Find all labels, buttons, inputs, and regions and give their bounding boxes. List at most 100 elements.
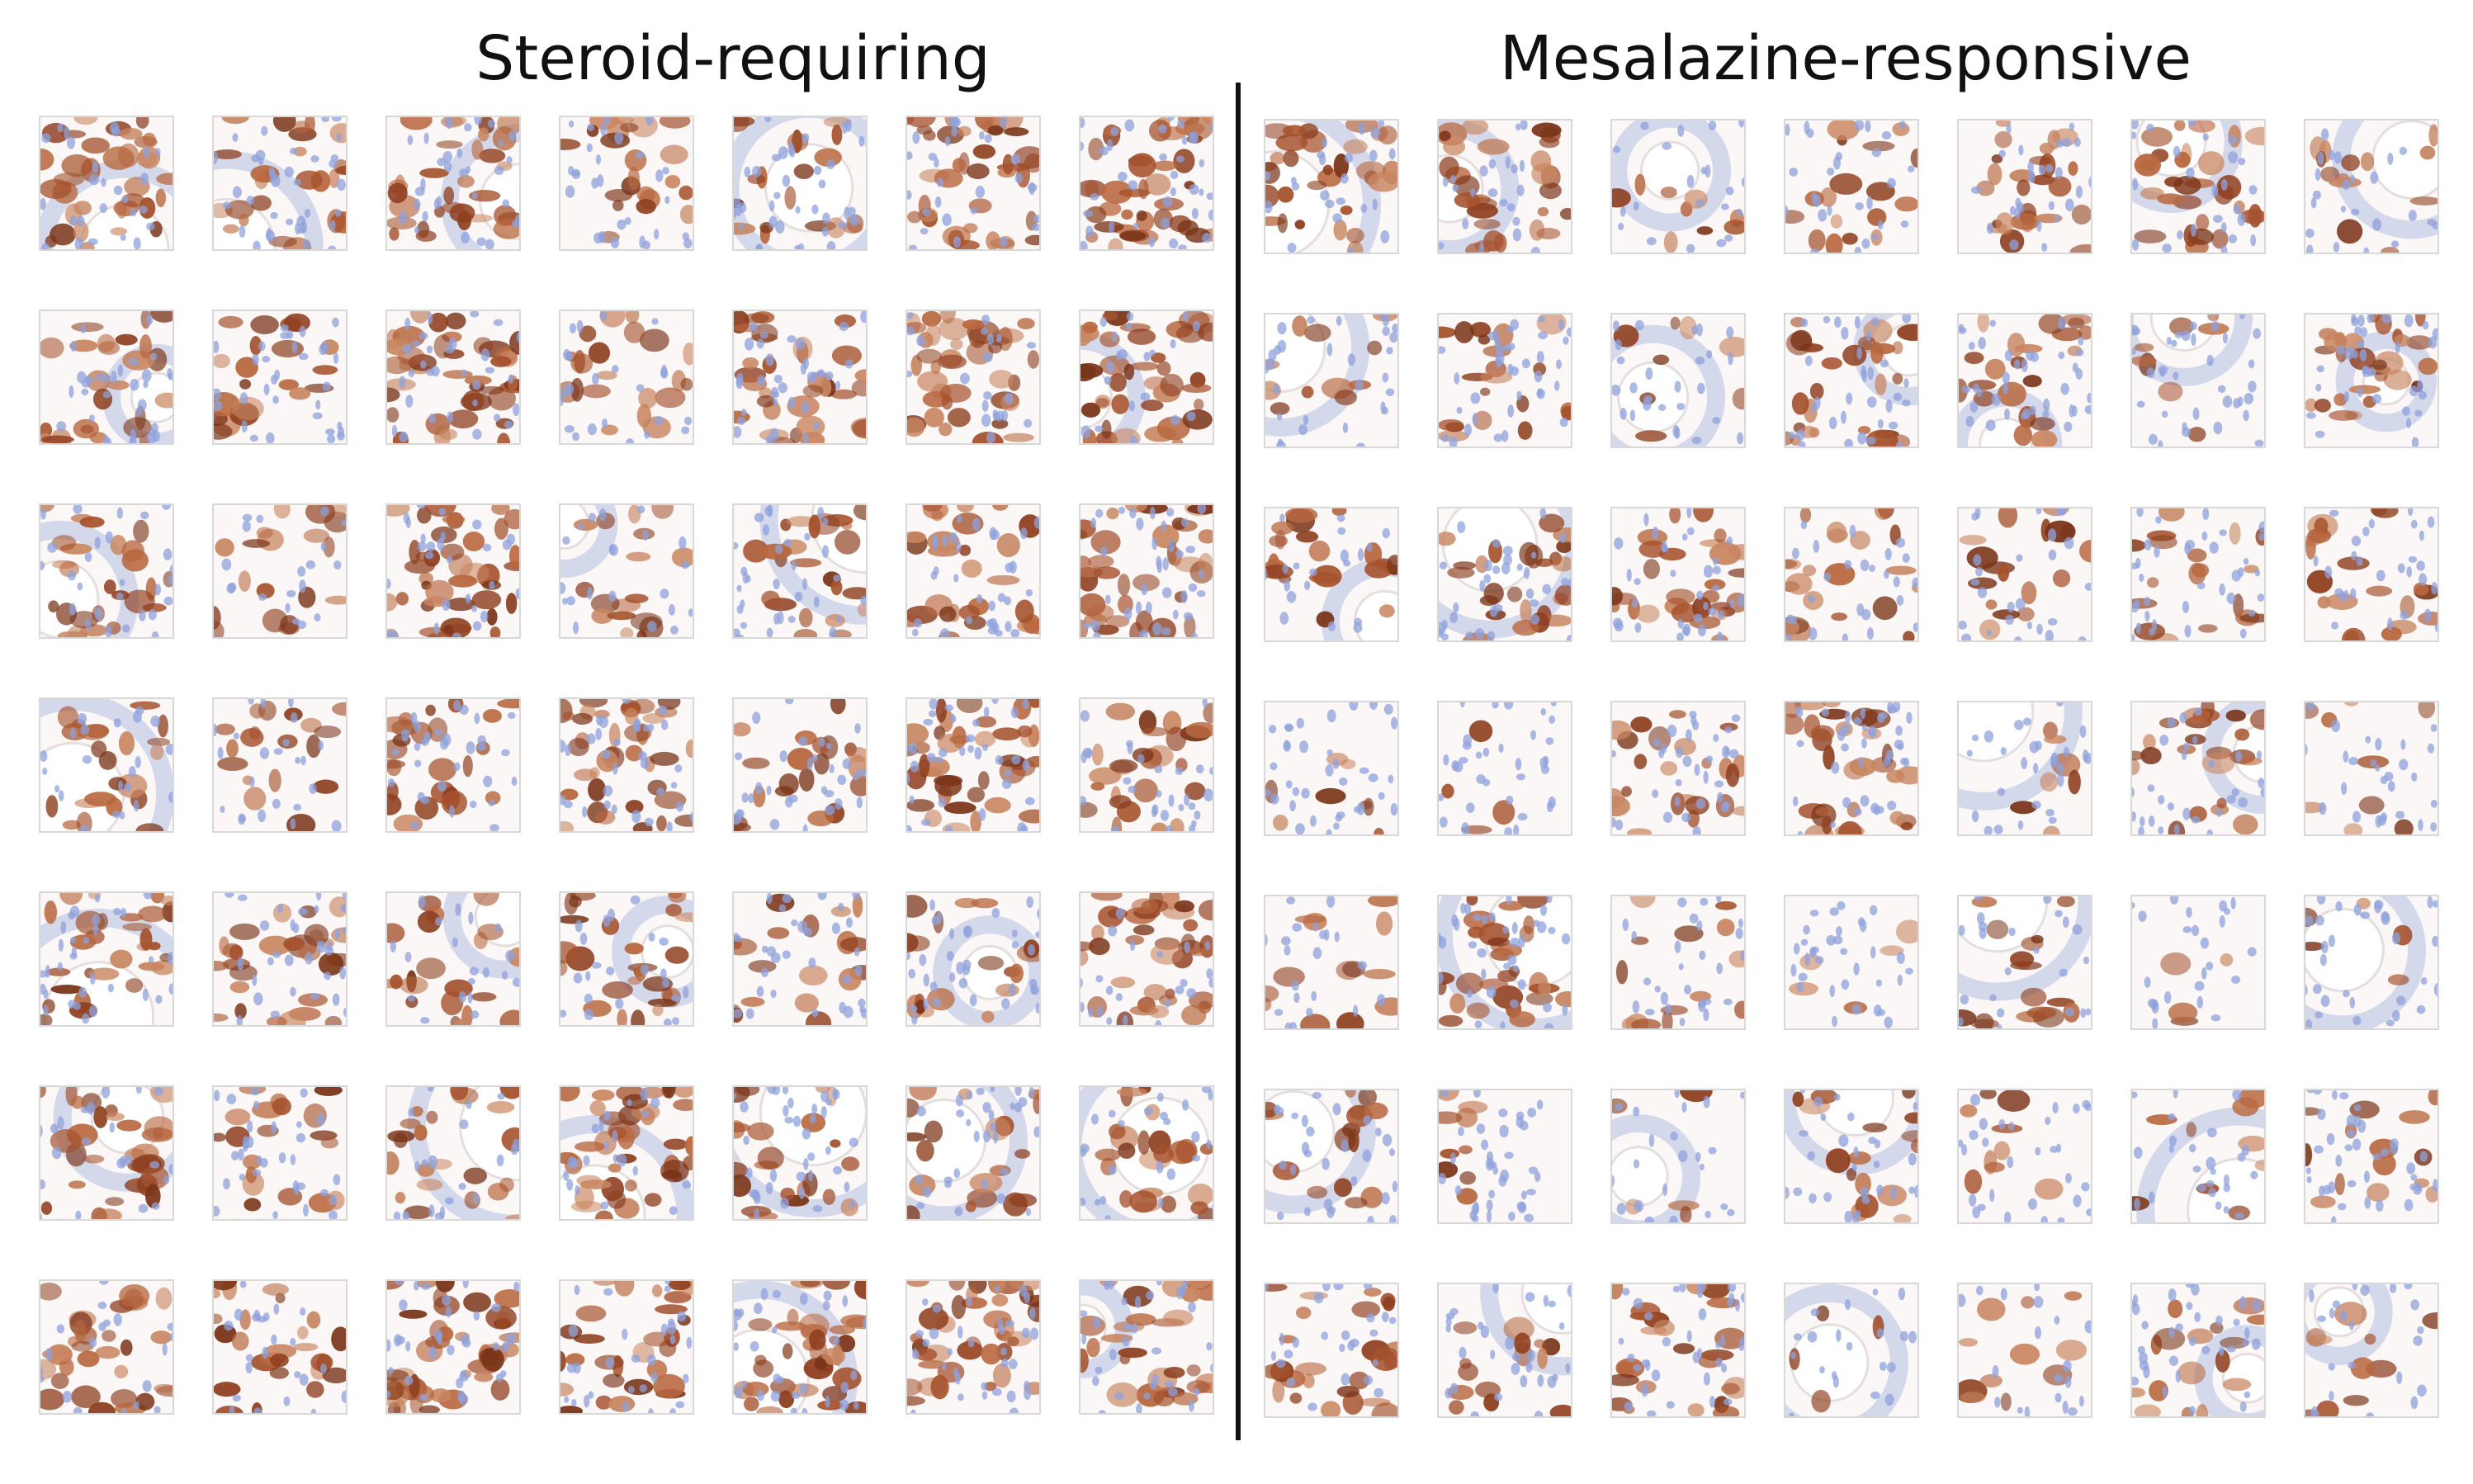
nucleus [2026,351,2035,361]
nucleus [1168,794,1174,806]
nucleus [2219,529,2226,536]
nucleus [1842,633,1848,644]
nucleus [1325,200,1334,208]
nucleus [1862,724,1868,731]
stain [984,797,1010,814]
stain [144,1116,175,1140]
nucleus [1470,188,1475,197]
stain [143,133,156,146]
nucleus [1282,564,1288,573]
stain [1724,220,1747,234]
stain [1780,559,1801,569]
nucleus [577,320,584,333]
nucleus [1796,740,1804,748]
nucleus [2400,611,2409,620]
stain [41,1202,52,1215]
nucleus [2065,198,2074,211]
nucleus [1546,891,1552,903]
nucleus [2334,242,2340,252]
nucleus [1124,119,1134,131]
nucleus [1337,514,1345,522]
stain [116,1120,141,1132]
nucleus [333,560,342,569]
nucleus [592,373,599,385]
nucleus [268,168,275,176]
nucleus [1846,393,1852,404]
stain [410,299,430,323]
stain [1284,150,1299,168]
stain [1538,207,1549,216]
nucleus [596,154,601,164]
nucleus [2381,911,2389,922]
nucleus [2179,712,2187,723]
nucleus [1629,382,1638,393]
nucleus [644,431,650,439]
stain [1076,1349,1089,1373]
nucleus [603,1111,611,1121]
nucleus [316,944,325,952]
nucleus [335,210,342,217]
nucleus [240,392,248,404]
nucleus [2048,528,2056,541]
nucleus [69,215,77,226]
nucleus [587,587,593,599]
stain [2031,430,2057,449]
nucleus [966,1119,971,1126]
nucleus [2043,399,2050,411]
nucleus [1729,749,1739,759]
stain [1142,727,1168,736]
nucleus [669,604,675,616]
tile [39,302,201,451]
stain [1875,498,1893,520]
nucleus [212,400,222,411]
nucleus [1809,627,1817,640]
stain [240,728,263,747]
stain [2381,247,2400,258]
nucleus [643,724,650,731]
nucleus [556,582,565,594]
nucleus [101,178,106,187]
nucleus [2427,896,2433,909]
nucleus [660,368,668,379]
nucleus [662,167,669,174]
stain [257,527,273,538]
nucleus [967,745,974,754]
nucleus [1191,1131,1199,1142]
stain [1295,220,1305,229]
nucleus [1022,759,1029,771]
stain [2030,417,2055,431]
nucleus [81,725,90,735]
nucleus [2431,800,2438,808]
nucleus [2149,628,2155,636]
stain [967,787,985,802]
nucleus [993,1131,998,1143]
nucleus [1391,803,1398,815]
nucleus [497,1155,504,1166]
nucleus [2418,819,2423,830]
nucleus [315,399,320,409]
stain [376,794,401,815]
stain [463,1293,491,1312]
nucleus [1999,150,2006,158]
nucleus [2231,976,2240,984]
nucleus [757,1390,764,1401]
nucleus [1686,729,1692,741]
nucleus [1855,202,1864,210]
stain [922,311,942,327]
nucleus [2058,352,2064,359]
nucleus [1504,827,1512,838]
nucleus [2372,218,2381,231]
nucleus [1353,1005,1358,1017]
stain [986,231,1000,250]
nucleus [1104,376,1111,385]
nucleus [908,969,915,979]
nucleus [765,353,774,366]
nucleus [1655,985,1661,993]
stain [636,199,655,214]
stain [1345,1197,1367,1208]
nucleus [1663,812,1672,823]
nucleus [574,973,583,984]
nucleus [783,175,790,187]
nucleus [771,952,781,963]
nucleus [772,1083,780,1095]
